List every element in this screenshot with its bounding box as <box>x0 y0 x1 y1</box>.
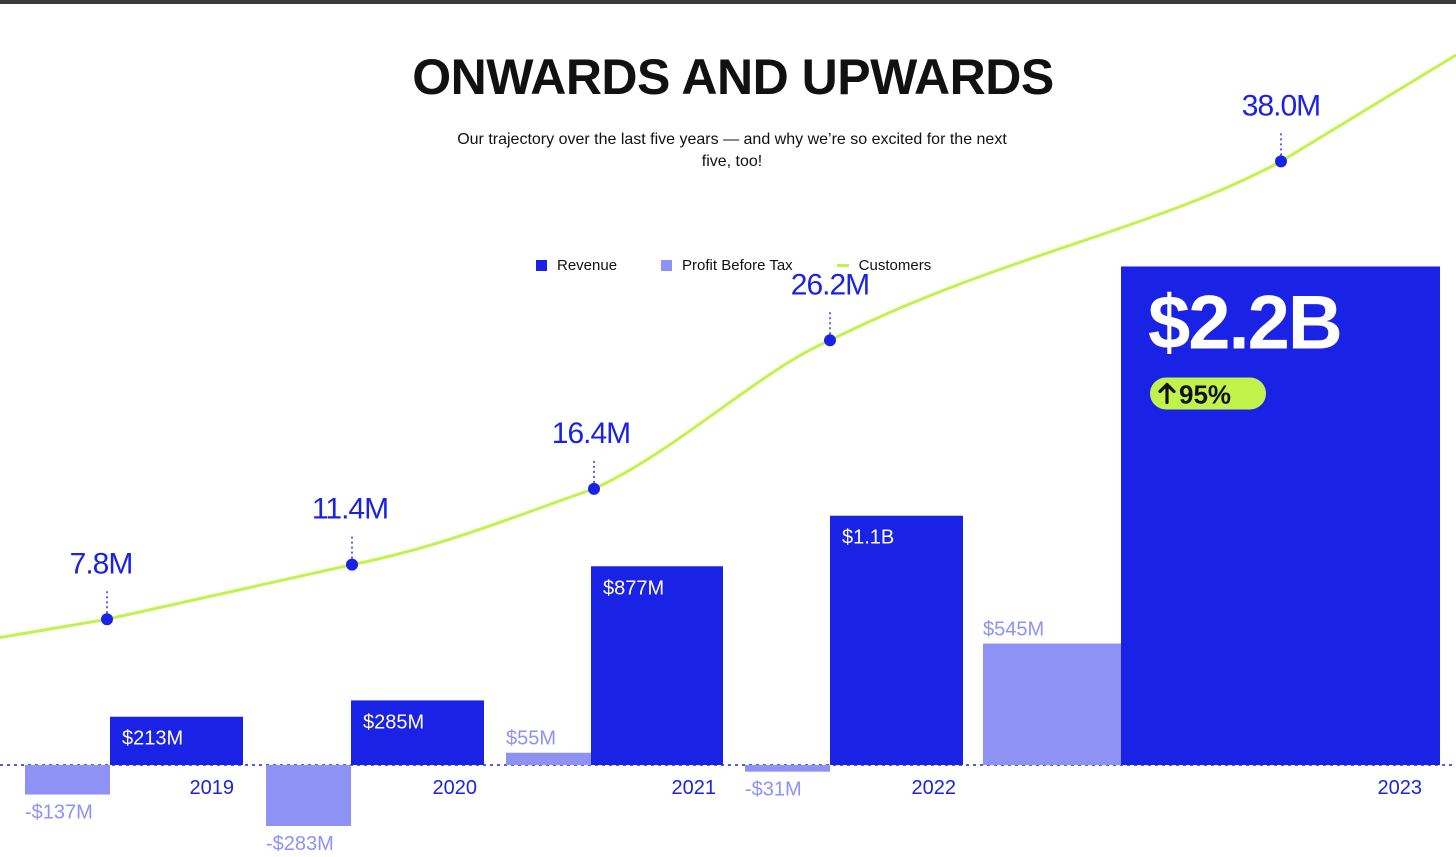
profit-bar-2023 <box>983 643 1121 765</box>
page-title: ONWARDS AND UPWARDS <box>412 49 1054 105</box>
profit-label-2023: $545M <box>983 619 1044 641</box>
chart-legend: Revenue Profit Before Tax Customers <box>536 255 931 275</box>
revenue-bar-2019 <box>110 716 243 765</box>
revenue-bar-2020 <box>351 700 484 765</box>
legend-label-profit: Profit Before Tax <box>682 256 793 274</box>
year-label-2019: 2019 <box>190 777 235 799</box>
year-label-2022: 2022 <box>912 777 957 799</box>
legend-item-revenue: Revenue <box>536 257 617 274</box>
year-label-2023: 2023 <box>1378 777 1423 799</box>
arrow-up-icon <box>1158 382 1176 405</box>
year-label-2021: 2021 <box>672 777 717 799</box>
revenue-label-2023: $2.2B <box>1148 280 1341 365</box>
legend-item-customers: Customers <box>836 256 932 274</box>
profit-bar-2021 <box>506 752 591 765</box>
legend-label-revenue: Revenue <box>557 256 618 274</box>
revenue-label-2020: $285M <box>363 711 424 733</box>
profit-bar-2022 <box>745 765 830 772</box>
customers-point-2019 <box>101 613 113 626</box>
revenue-label-2022: $1.1B <box>842 527 894 549</box>
customers-label-2020: 11.4M <box>312 493 388 526</box>
customers-label-2023: 38.0M <box>1242 89 1320 122</box>
growth-badge <box>1150 377 1266 410</box>
profit-label-2020: -$283M <box>266 833 334 855</box>
profit-bar-2020 <box>266 765 351 826</box>
profit-label-2019: -$137M <box>25 802 93 824</box>
customers-label-2019: 7.8M <box>70 547 133 580</box>
legend-label-customers: Customers <box>858 256 932 274</box>
window-top-edge <box>0 0 1456 4</box>
customers-label-2021: 16.4M <box>552 417 630 450</box>
revenue-label-2019: $213M <box>122 728 183 750</box>
profit-swatch <box>661 259 673 271</box>
customers-point-2021 <box>588 482 600 495</box>
legend-item-profit: Profit Before Tax <box>661 257 793 274</box>
customers-swatch <box>836 263 849 267</box>
profit-label-2022: -$31M <box>745 779 802 801</box>
customers-line <box>0 53 1456 640</box>
profit-label-2021: $55M <box>506 728 556 750</box>
growth-badge-text: 95% <box>1179 379 1231 409</box>
revenue-swatch <box>536 259 547 271</box>
page-subtitle: Our trajectory over the last five years … <box>457 131 1007 170</box>
customers-point-2023 <box>1275 155 1287 168</box>
customers-point-2020 <box>346 558 358 571</box>
revenue-label-2021: $877M <box>603 577 664 599</box>
customers-point-2022 <box>824 334 836 347</box>
customers-label-2022: 26.2M <box>791 268 869 301</box>
profit-bar-2019 <box>25 765 110 795</box>
revenue-bar-2022 <box>830 515 963 765</box>
revenue-bar-2021 <box>591 566 723 765</box>
revenue-bar-2023 <box>1121 266 1440 765</box>
year-label-2020: 2020 <box>433 777 478 799</box>
